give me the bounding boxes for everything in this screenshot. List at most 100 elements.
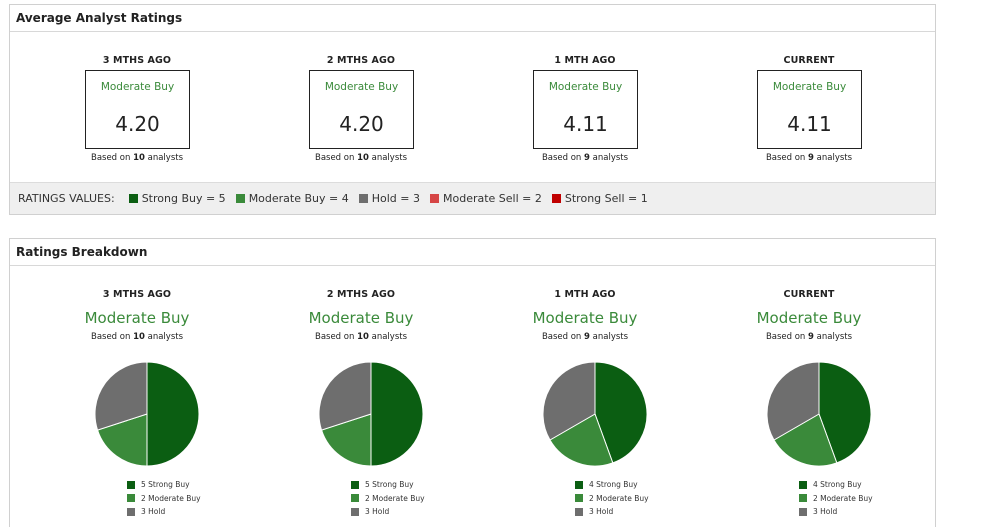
pie-legend-text: 4 Strong Buy — [813, 480, 862, 490]
period-label: CURRENT — [783, 289, 835, 300]
pie-legend-row: 2 Moderate Buy — [351, 492, 425, 506]
pie-card-2m: 2 MTHS AGO Moderate Buy Based on 10 anal… — [261, 289, 461, 527]
based-prefix: Based on — [541, 332, 582, 342]
pie-chart — [542, 361, 648, 467]
pie-legend-text: 2 Moderate Buy — [141, 493, 201, 503]
pie-legend-text: 3 Hold — [365, 507, 390, 517]
pie-slice-hold — [94, 361, 148, 431]
pie-slice-moderate-buy — [549, 413, 614, 467]
avg-card-1m: 1 MTH AGO Moderate Buy 4.11 Based on 9 a… — [485, 55, 685, 180]
rating-label: Moderate Buy — [756, 309, 862, 327]
based-on-text: Based on 10 analysts — [37, 153, 237, 163]
rating-label: Moderate Buy — [772, 81, 847, 93]
legend-text: Moderate Buy = 4 — [248, 192, 349, 205]
rating-score: 4.11 — [787, 112, 832, 136]
pie-legend-text: 2 Moderate Buy — [589, 493, 649, 503]
swatch-icon — [128, 194, 138, 203]
swatch-icon — [551, 194, 561, 203]
pie-legend-row: 4 Strong Buy — [799, 478, 873, 492]
pie-legend-text: 5 Strong Buy — [141, 480, 190, 490]
pie-legend-text: 2 Moderate Buy — [365, 493, 425, 503]
analyst-count: 10 — [133, 332, 145, 342]
swatch-icon — [358, 194, 368, 203]
based-prefix: Based on — [765, 153, 806, 163]
swatch-icon — [351, 480, 359, 489]
period-label: 2 MTHS AGO — [326, 55, 396, 66]
based-suffix: analysts — [147, 332, 184, 342]
rating-box: Moderate Buy 4.11 — [757, 70, 862, 149]
analyst-count: 10 — [357, 332, 369, 342]
pie-legend: 4 Strong Buy 2 Moderate Buy 3 Hold — [575, 478, 649, 519]
rating-score: 4.11 — [563, 112, 608, 136]
pie-slice-hold — [542, 361, 596, 441]
swatch-icon — [799, 507, 807, 516]
based-prefix: Based on — [314, 153, 355, 163]
rating-label: Moderate Buy — [548, 81, 623, 93]
legend-text: Strong Sell = 1 — [564, 192, 648, 205]
pie-legend: 5 Strong Buy 2 Moderate Buy 3 Hold — [127, 478, 201, 519]
average-ratings-title: Average Analyst Ratings — [10, 5, 935, 32]
pie-slice-strong-buy — [818, 361, 872, 464]
rating-score: 4.20 — [339, 112, 384, 136]
rating-score: 4.20 — [115, 112, 160, 136]
based-suffix: analysts — [816, 332, 853, 342]
rating-box: Moderate Buy 4.11 — [533, 70, 638, 149]
pie-legend-row: 5 Strong Buy — [127, 478, 201, 492]
period-label: 3 MTHS AGO — [102, 289, 172, 300]
legend-item-moderate-buy: Moderate Buy = 4 — [235, 192, 349, 205]
legend-text: Hold = 3 — [371, 192, 420, 205]
rating-label: Moderate Buy — [324, 81, 399, 93]
based-on-text: Based on 10 analysts — [261, 153, 461, 163]
pie-legend-row: 2 Moderate Buy — [127, 492, 201, 506]
legend-item-strong-buy: Strong Buy = 5 — [128, 192, 226, 205]
avg-card-current: CURRENT Moderate Buy 4.11 Based on 9 ana… — [709, 55, 909, 180]
pie-legend: 5 Strong Buy 2 Moderate Buy 3 Hold — [351, 478, 425, 519]
period-label: CURRENT — [783, 55, 835, 66]
pie-legend-row: 3 Hold — [575, 505, 649, 519]
analyst-count: 9 — [808, 153, 814, 163]
ratings-breakdown-panel: Ratings Breakdown 3 MTHS AGO Moderate Bu… — [9, 238, 936, 527]
legend-text: Moderate Sell = 2 — [443, 192, 542, 205]
legend-item-hold: Hold = 3 — [358, 192, 420, 205]
avg-card-2m: 2 MTHS AGO Moderate Buy 4.20 Based on 10… — [261, 55, 461, 180]
analyst-count: 9 — [808, 332, 814, 342]
rating-label: Moderate Buy — [308, 309, 414, 327]
swatch-icon — [575, 480, 583, 489]
analyst-count: 10 — [133, 153, 145, 163]
based-prefix: Based on — [541, 153, 582, 163]
based-on-text: Based on 9 analysts — [485, 153, 685, 163]
pie-legend-row: 3 Hold — [799, 505, 873, 519]
rating-box: Moderate Buy 4.20 — [85, 70, 190, 149]
ratings-breakdown-title: Ratings Breakdown — [10, 239, 935, 266]
pie-legend-row: 4 Strong Buy — [575, 478, 649, 492]
pie-legend-row: 2 Moderate Buy — [799, 492, 873, 506]
period-label: 3 MTHS AGO — [102, 55, 172, 66]
pie-legend-text: 3 Hold — [813, 507, 838, 517]
based-on-text: Based on 9 analysts — [485, 332, 685, 342]
swatch-icon — [127, 507, 135, 516]
based-suffix: analysts — [592, 332, 629, 342]
pie-slice-hold — [318, 361, 372, 431]
based-prefix: Based on — [314, 332, 355, 342]
based-suffix: analysts — [371, 153, 408, 163]
pie-legend: 4 Strong Buy 2 Moderate Buy 3 Hold — [799, 478, 873, 519]
based-suffix: analysts — [147, 153, 184, 163]
legend-item-strong-sell: Strong Sell = 1 — [551, 192, 648, 205]
pie-legend-row: 3 Hold — [127, 505, 201, 519]
swatch-icon — [235, 194, 245, 203]
based-prefix: Based on — [90, 332, 131, 342]
swatch-icon — [799, 494, 807, 503]
pie-slice-moderate-buy — [320, 413, 372, 467]
pie-legend-text: 4 Strong Buy — [589, 480, 638, 490]
based-prefix: Based on — [90, 153, 131, 163]
pie-legend-row: 5 Strong Buy — [351, 478, 425, 492]
pie-slice-strong-buy — [594, 361, 648, 464]
pie-card-1m: 1 MTH AGO Moderate Buy Based on 9 analys… — [485, 289, 685, 527]
period-label: 1 MTH AGO — [554, 289, 616, 300]
pie-slice-hold — [766, 361, 820, 441]
pie-legend-text: 5 Strong Buy — [365, 480, 414, 490]
swatch-icon — [430, 194, 439, 203]
swatch-icon — [799, 480, 807, 489]
based-on-text: Based on 10 analysts — [261, 332, 461, 342]
swatch-icon — [351, 494, 359, 503]
